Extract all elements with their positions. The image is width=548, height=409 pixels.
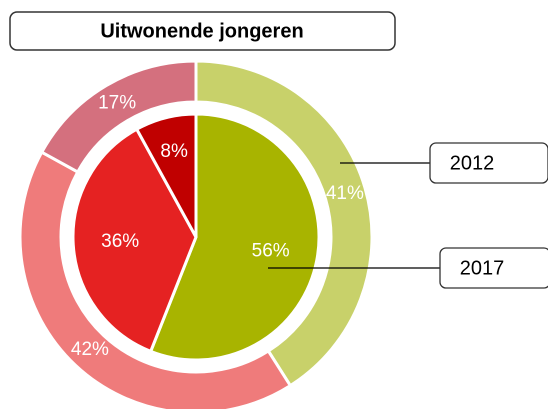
data-label: 42% — [71, 339, 109, 360]
chart-title: Uitwonende jongeren — [100, 20, 303, 42]
legend-box — [439, 247, 548, 289]
data-label: 36% — [101, 231, 139, 252]
slice — [194, 59, 374, 388]
data-label: 17% — [98, 93, 136, 114]
slice — [148, 112, 321, 362]
legend-label: 2017 — [460, 257, 505, 279]
slice — [134, 112, 198, 238]
slice — [39, 59, 198, 174]
legend-box — [429, 142, 548, 184]
slice — [18, 150, 293, 409]
data-label: 8% — [160, 141, 188, 162]
slice — [71, 127, 198, 354]
data-label: 41% — [326, 183, 364, 204]
data-label: 56% — [252, 240, 290, 261]
legend-label: 2012 — [450, 152, 495, 174]
title-box — [9, 11, 396, 51]
